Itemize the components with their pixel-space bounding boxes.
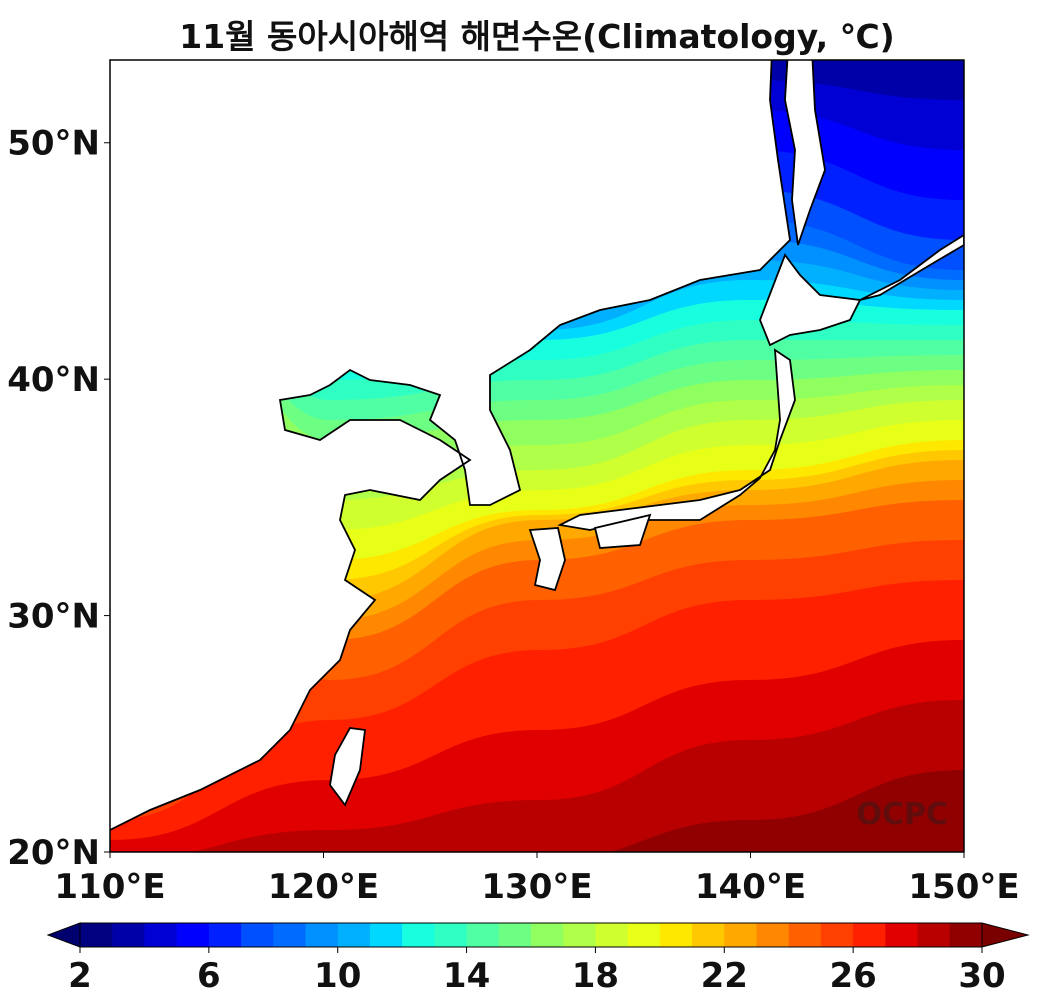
colorbar-bin (627, 923, 661, 947)
colorbar-bin (917, 923, 951, 947)
land-kuril-islands (859, 233, 964, 301)
colorbar-extend-high (981, 922, 1030, 948)
colorbar-bin (80, 923, 113, 947)
lon-tick-label: 120°E (268, 867, 379, 907)
colorbar-bin (498, 923, 532, 947)
ocpc-watermark: OCPC (856, 797, 948, 832)
lat-tick-label: 20°N (7, 833, 100, 873)
lat-tick-label: 40°N (7, 360, 100, 400)
colorbar-frame (79, 922, 983, 948)
land-honshu (557, 348, 796, 531)
colorbar-tick-label: 14 (443, 956, 490, 996)
colorbar-bin (692, 923, 725, 947)
colorbar-bin (853, 923, 886, 947)
colorbar-bin (176, 923, 210, 947)
colorbar-bin (144, 923, 178, 947)
colorbar-bin (208, 923, 242, 947)
colorbar-bin (820, 923, 854, 947)
colorbar-tick-label: 26 (829, 956, 876, 996)
colorbar-tick-label: 18 (572, 956, 619, 996)
colorbar-bin (466, 923, 500, 947)
colorbar-bin (949, 923, 983, 947)
chart-title: 11월 동아시아해역 해면수온(Climatology, ℃) (179, 17, 895, 56)
lon-tick-label: 130°E (481, 867, 592, 907)
lon-tick-label: 110°E (54, 867, 165, 907)
colorbar-bin (885, 923, 919, 947)
colorbar-bin (724, 923, 757, 947)
axis-ticks: 110°E 120°E 130°E 140°E 150°E 50°N 40°N 30°N 20°… (7, 124, 1019, 907)
colorbar: 2 6 10 14 18 22 26 30 (46, 922, 1030, 996)
sst-band (609, 770, 964, 852)
lon-tick-label: 140°E (695, 867, 806, 907)
colorbar-tick-label: 30 (958, 956, 1005, 996)
colorbar-bin (273, 923, 306, 947)
land-mainland-asia (110, 60, 791, 837)
sst-band (192, 700, 964, 852)
colorbar-bin (241, 923, 274, 947)
colorbar-bin (563, 923, 596, 947)
colorbar-tick-label: 2 (68, 956, 92, 996)
land-kyushu (528, 527, 566, 592)
colorbar-extend-low (46, 922, 81, 948)
land-hokkaido (759, 253, 862, 347)
land-shikoku (593, 513, 652, 549)
lon-tick-label: 150°E (908, 867, 1019, 907)
colorbar-bin (402, 923, 435, 947)
colorbar-bin (788, 923, 822, 947)
colorbar-tick-label: 10 (314, 956, 361, 996)
colorbar-bin (112, 923, 145, 947)
colorbar-tick-label: 22 (701, 956, 748, 996)
colorbar-bin (595, 923, 629, 947)
colorbar-bin (369, 923, 403, 947)
colorbar-bin (434, 923, 468, 947)
colorbar-bin (337, 923, 371, 947)
lat-tick-label: 50°N (7, 124, 100, 164)
colorbar-tick-label: 6 (197, 956, 221, 996)
colorbar-bin (531, 923, 564, 947)
colorbar-bin (305, 923, 339, 947)
land-taiwan (329, 727, 367, 807)
land-sakhalin (784, 60, 826, 246)
lat-tick-label: 30°N (7, 597, 100, 637)
land-mask (110, 60, 964, 837)
colorbar-bin (756, 923, 790, 947)
colorbar-bin (659, 923, 693, 947)
